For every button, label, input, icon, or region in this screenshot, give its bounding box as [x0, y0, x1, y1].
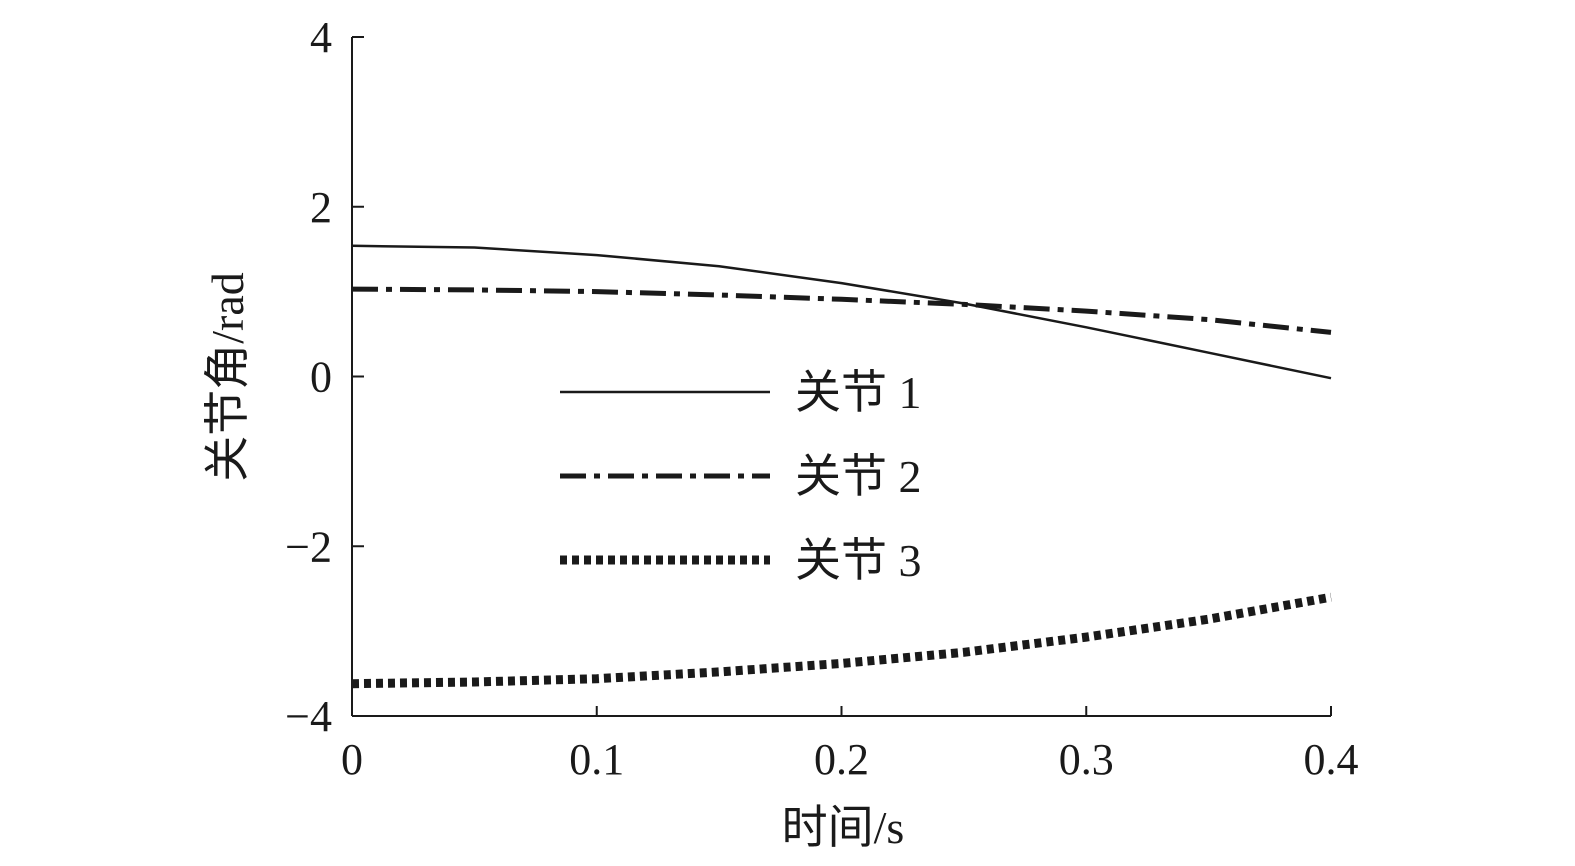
legend-label-3: 关节 3 [795, 535, 922, 586]
x-tick-label: 0.2 [814, 735, 869, 784]
series-line-2 [351, 286, 1332, 335]
x-tick-label: 0.1 [569, 735, 624, 784]
legend-label-1: 关节 1 [795, 367, 922, 418]
x-tick-label: 0.3 [1059, 735, 1114, 784]
series-line-3 [351, 592, 1332, 689]
legend: 关节 1 关节 2 关节 3 [560, 367, 922, 586]
y-tick-label: 0 [310, 353, 332, 402]
y-tick-label: −4 [285, 692, 332, 741]
y-axis-title: 关节角/rad [202, 272, 253, 482]
series-lines [351, 244, 1332, 689]
x-axis-title: 时间/s [782, 802, 905, 853]
x-tick-label: 0.4 [1304, 735, 1359, 784]
y-tick-label: 4 [310, 13, 332, 62]
y-tick-label: −2 [285, 522, 332, 571]
series-line-1 [351, 244, 1332, 380]
legend-label-2: 关节 2 [795, 451, 922, 502]
y-tick-label: 2 [310, 183, 332, 232]
ticks: 0 0.1 0.2 0.3 0.4 −4 −2 0 2 4 [285, 13, 1358, 784]
x-tick-label: 0 [341, 735, 363, 784]
